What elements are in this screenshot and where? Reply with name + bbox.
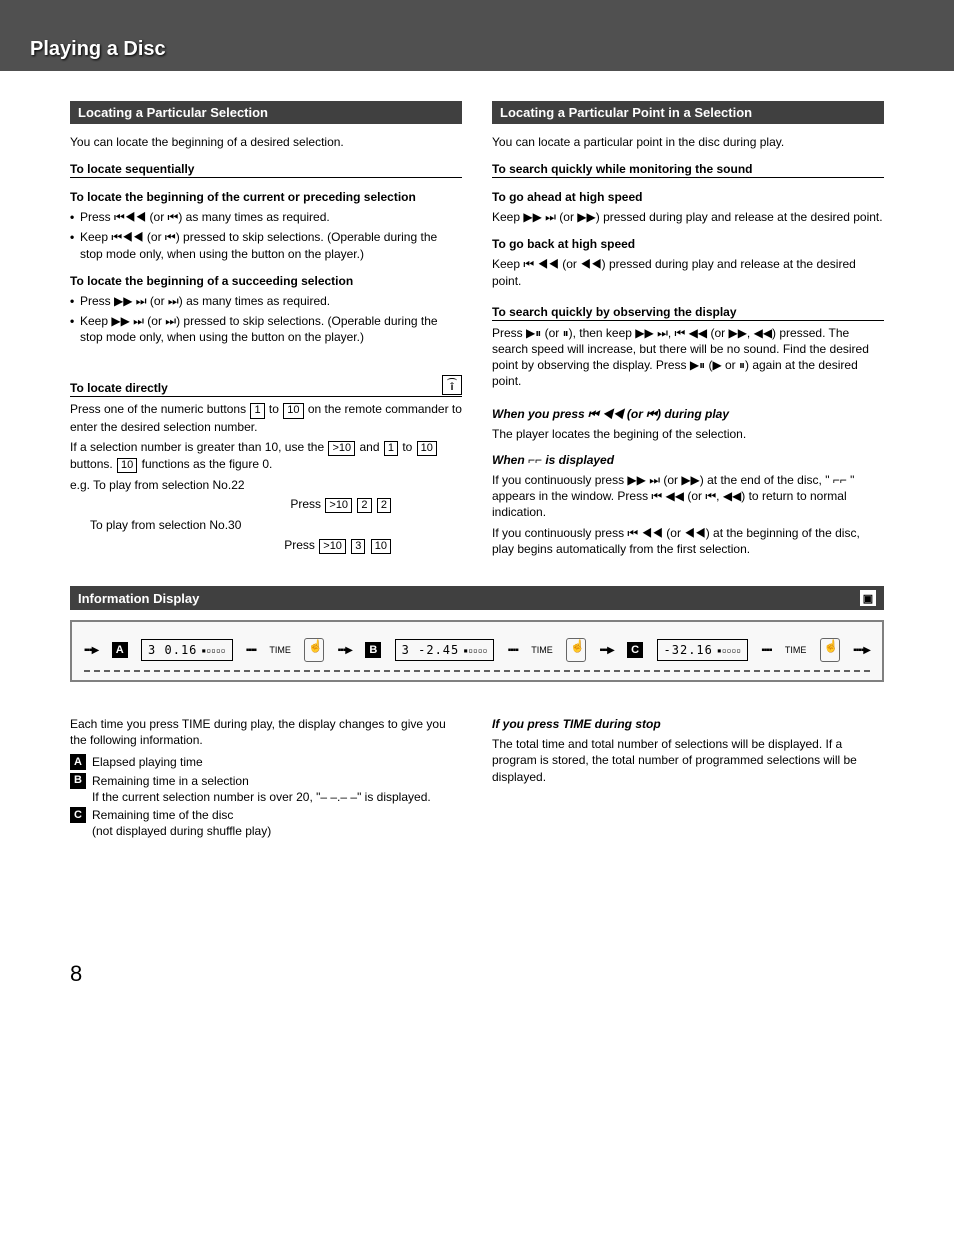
bullet-text: Press ▶▶ ⏭ (or ⏭) as many times as requi… bbox=[70, 293, 462, 309]
bullet-text: Keep ▶▶ ⏭ (or ⏭) pressed to skip selecti… bbox=[70, 313, 462, 345]
info-left-column: Each time you press TIME during play, th… bbox=[70, 712, 462, 841]
body-text: Keep ⏮ ◀◀ (or ◀◀) pressed during play an… bbox=[492, 256, 884, 288]
remote-icon: î bbox=[442, 375, 462, 395]
arrow-icon: ▪▪▪▪ bbox=[508, 645, 518, 656]
key-gt10: >10 bbox=[328, 441, 355, 456]
body-text: If a selection number is greater than 10… bbox=[70, 439, 462, 473]
bullet-text: Press ⏮◀◀ (or ⏮) as many times as requir… bbox=[70, 209, 462, 225]
display-diagram: ▪▪▪▶ A 3 0.16▪▫▫▫▫ ▪▪▪▪ TIME ▪▪▪▶ B 3 -2… bbox=[70, 620, 884, 682]
arrow-icon: ▪▪▪▶ bbox=[599, 645, 613, 656]
body-text: The player locates the begining of the s… bbox=[492, 426, 884, 442]
intro-text: You can locate a particular point in the… bbox=[492, 134, 884, 150]
example-press: Press >10 3 10 bbox=[70, 538, 462, 554]
key-10: 10 bbox=[283, 403, 303, 418]
section-heading-locate-selection: Locating a Particular Selection bbox=[70, 101, 462, 124]
arrow-icon: ▪▪▪▶ bbox=[84, 645, 98, 656]
subhead-direct: To locate directly î bbox=[70, 381, 462, 397]
arrow-icon: ▪▪▪▪ bbox=[761, 645, 771, 656]
italic-subhead: When ⌐⌐ is displayed bbox=[492, 452, 884, 468]
key-1: 1 bbox=[250, 403, 264, 418]
badge-b: B bbox=[365, 642, 381, 658]
body-text: If you continuously press ▶▶ ⏭ (or ▶▶) a… bbox=[492, 472, 884, 521]
intro-text: You can locate the beginning of a desire… bbox=[70, 134, 462, 150]
key-10: 10 bbox=[117, 458, 137, 473]
touch-icon bbox=[566, 638, 586, 662]
time-label: TIME bbox=[269, 645, 291, 655]
lcd-display-b: 3 -2.45▪▫▫▫▫ bbox=[395, 639, 495, 661]
body-text: Press one of the numeric buttons 1 to 10… bbox=[70, 401, 462, 434]
body-text: If you continuously press ⏮ ◀◀ (or ◀◀) a… bbox=[492, 525, 884, 557]
badge-c: C bbox=[627, 642, 643, 658]
legend-item-b: B Remaining time in a selection If the c… bbox=[70, 773, 462, 805]
touch-icon bbox=[820, 638, 840, 662]
subhead-ahead: To go ahead at high speed bbox=[492, 190, 884, 205]
section-heading-locate-point: Locating a Particular Point in a Selecti… bbox=[492, 101, 884, 124]
bullet-text: Keep ⏮◀◀ (or ⏮) pressed to skip selectio… bbox=[70, 229, 462, 261]
body-text: Press ▶⏸ (or ⏸), then keep ▶▶ ⏭, ⏮ ◀◀ (o… bbox=[492, 325, 884, 390]
page-banner: Playing a Disc bbox=[0, 0, 954, 71]
section-heading-info-display: Information Display ▣ bbox=[70, 586, 884, 610]
lcd-display-a: 3 0.16▪▫▫▫▫ bbox=[141, 639, 232, 661]
italic-subhead: If you press TIME during stop bbox=[492, 716, 884, 732]
touch-icon bbox=[304, 638, 324, 662]
example-press: Press >10 2 2 bbox=[70, 497, 462, 513]
legend-item-c: C Remaining time of the disc (not displa… bbox=[70, 807, 462, 839]
italic-subhead: When you press ⏮ ◀◀ (or ⏮) during play bbox=[492, 406, 884, 422]
body-text: The total time and total number of selec… bbox=[492, 736, 884, 785]
key-10: 10 bbox=[417, 441, 437, 456]
info-right-column: If you press TIME during stop The total … bbox=[492, 712, 884, 841]
player-icon: ▣ bbox=[860, 590, 876, 606]
information-display-section: Information Display ▣ ▪▪▪▶ A 3 0.16▪▫▫▫▫… bbox=[70, 586, 884, 682]
subhead-succeeding: To locate the beginning of a succeeding … bbox=[70, 274, 462, 289]
page-number: 8 bbox=[70, 961, 884, 987]
body-text: Each time you press TIME during play, th… bbox=[70, 716, 462, 748]
time-label: TIME bbox=[531, 645, 553, 655]
time-label: TIME bbox=[785, 645, 807, 655]
example-text: e.g. To play from selection No.22 bbox=[70, 477, 462, 493]
badge-a: A bbox=[112, 642, 128, 658]
subhead-sequential: To locate sequentially bbox=[70, 162, 462, 178]
lcd-display-c: -32.16▪▫▫▫▫ bbox=[657, 639, 748, 661]
arrow-icon: ▪▪▪▶ bbox=[338, 645, 352, 656]
arrow-icon: ▪▪▪▪▶ bbox=[853, 645, 870, 656]
left-column: Locating a Particular Selection You can … bbox=[70, 101, 462, 561]
subhead-preceding: To locate the beginning of the current o… bbox=[70, 190, 462, 205]
key-1: 1 bbox=[384, 441, 398, 456]
subhead-search-sound: To search quickly while monitoring the s… bbox=[492, 162, 884, 178]
example-text: To play from selection No.30 bbox=[70, 517, 462, 533]
subhead-search-display: To search quickly by observing the displ… bbox=[492, 305, 884, 321]
subhead-back: To go back at high speed bbox=[492, 237, 884, 252]
right-column: Locating a Particular Point in a Selecti… bbox=[492, 101, 884, 561]
body-text: Keep ▶▶ ⏭ (or ▶▶) pressed during play an… bbox=[492, 209, 884, 225]
arrow-icon: ▪▪▪▪ bbox=[246, 645, 256, 656]
legend-item-a: A Elapsed playing time bbox=[70, 754, 462, 770]
